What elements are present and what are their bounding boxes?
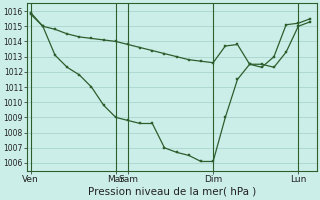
X-axis label: Pression niveau de la mer( hPa ): Pression niveau de la mer( hPa ) [88, 187, 256, 197]
